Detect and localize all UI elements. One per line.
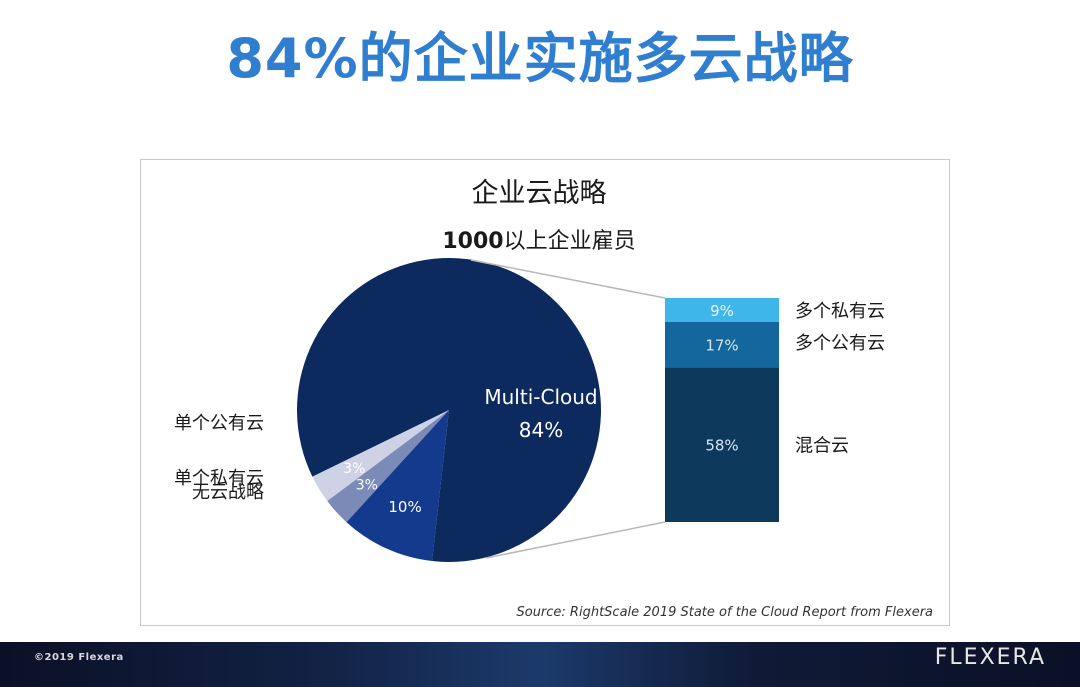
pie-slice-value-2: 3% [356, 478, 378, 494]
breakdown-value-1: 9% [710, 302, 734, 320]
pie-slice-2 [327, 410, 449, 523]
pie-slice-4 [296, 258, 601, 562]
pie-slice-label-2: 单个私有云 [174, 468, 264, 489]
breakdown-value-2: 17% [705, 337, 738, 355]
chart-title: 企业云战略 [472, 178, 607, 209]
chart-subtitle-text: 以上企业雇员 [504, 229, 636, 254]
breakdown-segment-2 [665, 322, 779, 368]
pie-slice-value-1: 3% [343, 461, 365, 477]
pie-slice-label-3: 单个公有云 [174, 413, 264, 434]
pie-chart: 企业云战略 1000以上企业雇员 3%3% 10% Multi-Cloud 84% 9… [174, 178, 933, 620]
source-note: Source: RightScale 2019 State of the Clo… [516, 605, 933, 620]
pie-slice-label-1: 无云战略 [192, 482, 264, 503]
pie-slice-3 [346, 410, 449, 562]
breakdown-segment-3 [665, 367, 779, 522]
pie-slice-value-3: 10% [388, 498, 421, 516]
pie-slice-1 [312, 410, 449, 502]
breakdown-value-3: 58% [705, 437, 738, 455]
slide-title: 84%的企业实施多云战略 [226, 27, 854, 90]
chart-subtitle-number: 1000 [442, 229, 503, 254]
connector-line-bottom [485, 521, 666, 559]
footer-copyright: ©2019 Flexera [34, 652, 124, 663]
breakdown-label-3: 混合云 [795, 436, 849, 457]
chart-frame: 企业云战略 1000以上企业雇员 3% 3% 10% Multi-Cloud 84% 9… [140, 159, 950, 626]
pie-slice-value-4: 84% [519, 418, 563, 442]
breakdown-label-2: 多个公有云 [795, 333, 885, 354]
chart-subtitle: 1000以上企业雇员 [442, 229, 635, 254]
breakdown-segment-1 [665, 298, 779, 322]
footer-bar: ©2019 Flexera FLEXERA [0, 642, 1080, 687]
connector-line-top [470, 259, 666, 299]
breakdown-label-1: 多个私有云 [795, 301, 885, 322]
pie-slice-label-4: Multi-Cloud [484, 385, 597, 409]
flexera-logo: FLEXERA [934, 645, 1046, 670]
